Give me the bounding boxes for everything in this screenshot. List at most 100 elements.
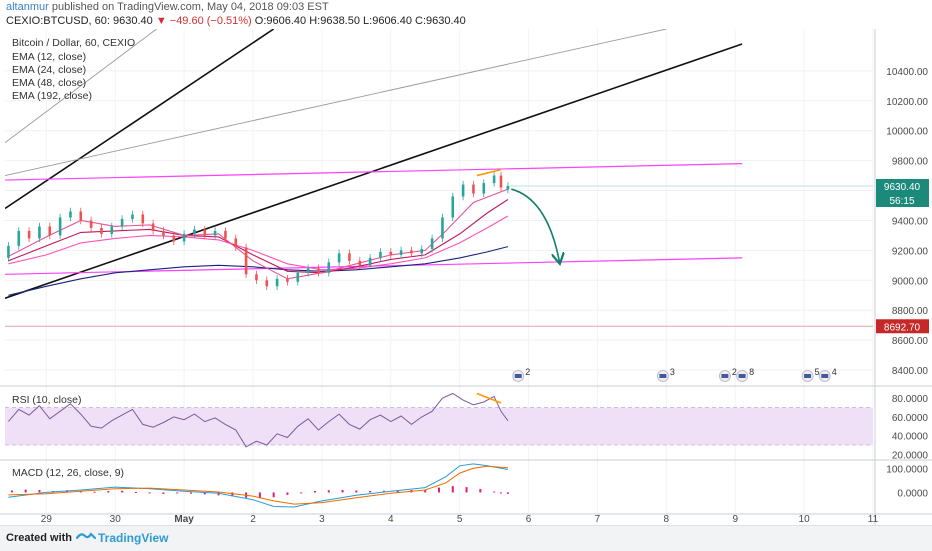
candle-body — [7, 245, 10, 258]
macd-histogram-bar — [148, 492, 151, 494]
ema-legend-entry: EMA (48, close) — [12, 77, 86, 89]
event-count-label: 8 — [749, 367, 754, 377]
macd-histogram-bar — [451, 486, 454, 493]
macd-histogram-bar — [314, 490, 316, 493]
macd-tick-label: 0.0000 — [897, 488, 928, 499]
candle-body — [151, 223, 155, 231]
last-price: 9630.40 — [112, 15, 153, 27]
candle-body — [17, 230, 21, 246]
tradingview-brand[interactable]: TradingView — [98, 531, 169, 545]
macd-histogram-bar — [300, 492, 303, 494]
macd-histogram-bar — [258, 492, 261, 499]
created-with-text: Created with — [6, 532, 73, 544]
event-count-label: 3 — [670, 367, 675, 377]
macd-line — [8, 463, 508, 508]
time-tick-label: 4 — [388, 514, 394, 525]
candle-body — [58, 217, 62, 236]
rsi-title: RSI (10, close) — [12, 394, 81, 406]
support-resistance-line — [5, 163, 743, 181]
macd-histogram-bar — [231, 492, 234, 497]
candle-body — [131, 214, 134, 219]
candle-body — [379, 251, 382, 258]
macd-histogram-bar — [465, 487, 468, 493]
macd-histogram-bar — [424, 489, 427, 493]
candle-body — [265, 280, 269, 287]
ohlc-values: O:9606.40 H:9638.50 L:9606.40 C:9630.40 — [254, 15, 466, 27]
symbol-info: CEXIO:BTCUSD, 60: 9630.40 ▼ −49.60 (−0.5… — [6, 15, 466, 27]
candle-body — [286, 278, 289, 282]
candle-body — [410, 250, 413, 254]
price-tick-label: 9400.00 — [892, 216, 929, 227]
macd-histogram-bar — [493, 491, 496, 493]
macd-histogram-bar — [93, 491, 96, 493]
countdown-label: 56:15 — [889, 196, 914, 207]
candle-body — [38, 226, 41, 239]
author-link[interactable]: altanmur — [6, 1, 49, 13]
macd-histogram-bar — [134, 491, 137, 493]
candle-body — [244, 247, 248, 275]
candle-body — [358, 260, 362, 266]
candle-body — [420, 248, 424, 254]
level-price-label: 8692.70 — [884, 322, 921, 333]
candle-body — [275, 278, 279, 287]
rsi-tick-label: 80.0000 — [892, 394, 929, 405]
time-tick-label: May — [174, 514, 194, 525]
rsi-tick-label: 20.0000 — [892, 450, 929, 461]
down-arrow-icon: ▼ — [155, 15, 167, 27]
candle-body — [368, 257, 372, 266]
candle-body — [234, 238, 238, 248]
candle-body — [27, 230, 31, 239]
candle-body — [69, 211, 72, 218]
time-tick-label: 10 — [799, 514, 811, 525]
macd-histogram-bar — [24, 489, 27, 493]
current-price-label: 9630.40 — [884, 182, 921, 193]
event-count-label: 5 — [815, 367, 820, 377]
rsi-tick-label: 40.0000 — [892, 432, 929, 443]
price-tick-label: 10400.00 — [886, 67, 928, 78]
time-tick-label: 30 — [110, 514, 122, 525]
publish-text: published on TradingView.com, May 04, 20… — [51, 1, 329, 13]
publish-info: altanmur published on TradingView.com, M… — [6, 1, 329, 15]
candle-body — [327, 262, 331, 273]
macd-histogram-bar — [327, 490, 330, 493]
price-tick-label: 8600.00 — [892, 336, 929, 347]
macd-histogram-bar — [38, 490, 41, 493]
macd-histogram-bar — [355, 490, 358, 493]
candle-body — [79, 211, 83, 221]
time-tick-label: 8 — [664, 514, 670, 525]
event-flag-icon — [738, 374, 746, 378]
candle-body — [172, 235, 176, 242]
candle-body — [100, 227, 103, 234]
candle-body — [472, 184, 475, 194]
candle-body — [451, 196, 455, 218]
macd-title: MACD (12, 26, close, 9) — [12, 467, 124, 479]
macd-histogram-bar — [479, 489, 482, 493]
candle-body — [317, 268, 320, 273]
macd-histogram-bar — [121, 490, 124, 493]
rsi-tick-label: 60.0000 — [892, 413, 929, 424]
price-tick-label: 10200.00 — [886, 97, 928, 108]
candle-body — [162, 230, 165, 236]
price-tick-label: 9800.00 — [892, 157, 929, 168]
event-flag-icon — [514, 374, 522, 378]
channel-line — [5, 29, 157, 144]
time-tick-label: 11 — [868, 514, 879, 525]
candle-body — [110, 226, 114, 234]
channel-line — [5, 43, 743, 299]
macd-histogram-bar — [341, 490, 344, 493]
symbol-label: CEXIO:BTCUSD, 60 — [6, 15, 107, 27]
orange-trendline — [476, 168, 502, 177]
ema-24-line — [8, 199, 509, 274]
ema-12-line — [8, 188, 509, 280]
macd-histogram-bar — [369, 490, 372, 493]
tradingview-logo-icon[interactable] — [76, 529, 96, 545]
ema-192-line — [8, 246, 509, 296]
event-flag-icon — [721, 374, 729, 378]
countdown-badge — [876, 192, 929, 207]
footer-bar: Created with TradingView — [0, 525, 932, 551]
candle-body — [141, 214, 145, 224]
macd-histogram-bar — [396, 490, 399, 493]
candle-body — [492, 175, 496, 184]
macd-histogram-bar — [272, 492, 275, 498]
